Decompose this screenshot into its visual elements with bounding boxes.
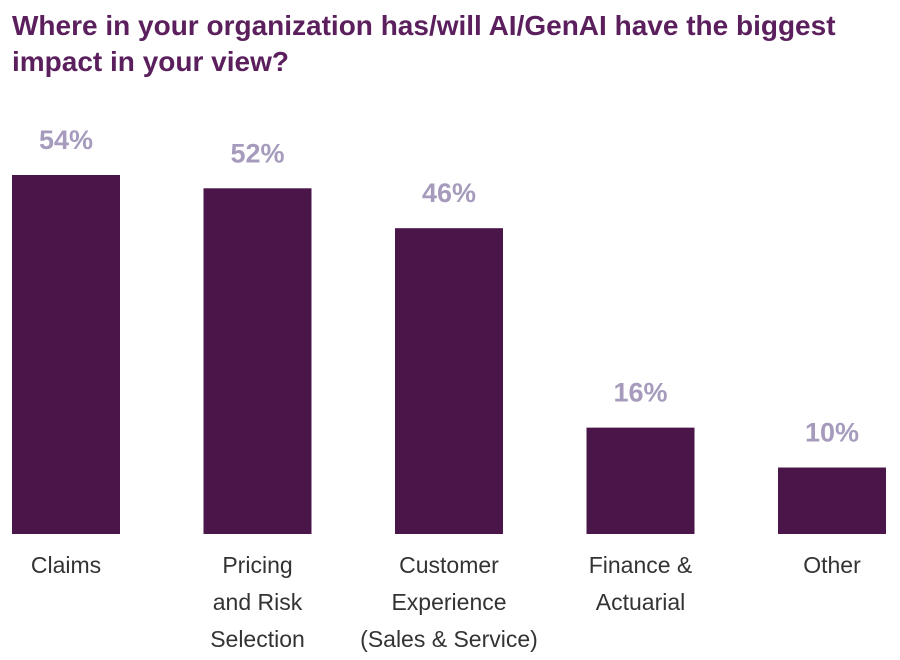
bar-1 [203, 188, 312, 534]
category-label-1-line-2: Selection [210, 626, 305, 652]
bar-2 [395, 228, 503, 534]
value-label-4: 10% [805, 418, 859, 448]
bar-3 [586, 427, 695, 534]
category-label-4: Other [803, 552, 861, 578]
category-label-1-line-1: and Risk [213, 589, 303, 615]
category-label-2-line-1: Experience [391, 589, 506, 615]
category-label-1-line-0: Pricing [222, 552, 292, 578]
value-label-1: 52% [230, 138, 284, 168]
category-label-2-line-2: (Sales & Service) [360, 626, 538, 652]
value-label-0: 54% [39, 125, 93, 155]
category-label-0-line-0: Claims [31, 552, 101, 578]
bar-4 [778, 467, 886, 534]
category-label-3-line-0: Finance & [589, 552, 693, 578]
category-label-1: Pricing and Risk Selection [210, 552, 305, 652]
category-label-4-line-0: Other [803, 552, 861, 578]
value-label-2: 46% [422, 178, 476, 208]
category-label-2: Customer Experience (Sales & Service) [360, 552, 538, 652]
category-label-0: Claims [31, 552, 101, 578]
category-label-3-line-1: Actuarial [596, 589, 685, 615]
category-label-2-line-0: Customer [399, 552, 499, 578]
category-label-3: Finance & Actuarial [589, 552, 693, 615]
value-label-3: 16% [613, 378, 667, 408]
chart-title: Where in your organization has/will AI/G… [12, 10, 836, 77]
bar-0 [12, 175, 120, 534]
